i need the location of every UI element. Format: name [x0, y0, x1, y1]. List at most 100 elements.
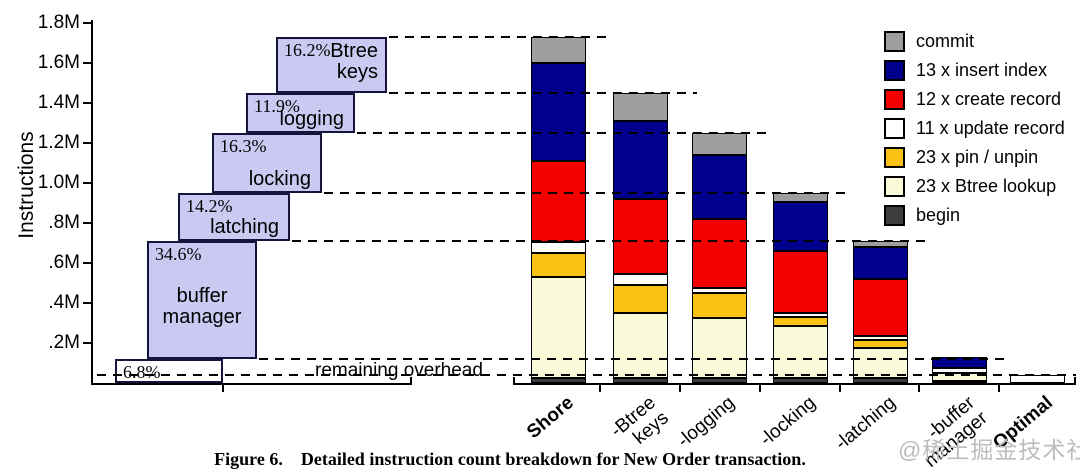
- bar-segment-begin: [613, 378, 668, 383]
- bar-segment--x-pin-unpin: [773, 317, 828, 326]
- bar-segment--x-insert-index: [853, 247, 908, 279]
- legend-label: commit: [916, 31, 974, 51]
- y-tick-label: 1.8M: [37, 12, 80, 33]
- y-axis-tick: [83, 62, 92, 64]
- figure-caption: Figure 6. Detailed instruction count bre…: [214, 449, 806, 469]
- waterfall-pct: 16.2%: [284, 40, 331, 60]
- bar-segment-commit: [853, 241, 908, 248]
- x-axis-tick: [918, 383, 920, 392]
- dashed-gridline: [357, 132, 772, 134]
- bar-segment--x-btree-lookup: [531, 277, 586, 378]
- legend-swatch--x-update-record: [884, 118, 905, 139]
- bar-segment-begin: [932, 381, 987, 383]
- y-axis-tick: [83, 142, 92, 144]
- dashed-gridline: [389, 36, 612, 38]
- legend-label: begin: [916, 205, 961, 225]
- left-baseline: [91, 383, 412, 385]
- y-axis-tick: [83, 182, 92, 184]
- waterfall-box-remaining-overhead: 6.8%: [115, 359, 223, 383]
- waterfall-box-latching: 14.2% latching: [178, 193, 290, 241]
- legend-swatch--x-btree-lookup: [884, 176, 905, 197]
- y-tick-label: .2M: [48, 332, 80, 353]
- waterfall-name: locking: [248, 168, 311, 190]
- bar-segment--x-update-record: [1010, 375, 1065, 383]
- bar-segment--x-update-record: [613, 274, 668, 285]
- y-axis-tick: [83, 262, 92, 264]
- y-tick-label: 1.4M: [37, 92, 80, 113]
- legend-swatch-begin: [884, 205, 905, 226]
- dashed-gridline: [97, 374, 1076, 376]
- bar-segment--x-insert-index: [932, 357, 987, 368]
- waterfall-box-locking: 16.3% locking: [212, 133, 322, 193]
- waterfall-pct: 14.2%: [186, 196, 233, 216]
- bar-segment--x-update-record: [531, 242, 586, 253]
- bar-segment--x-create-record: [613, 199, 668, 274]
- watermark: @稀土掘金技术社区: [898, 437, 1080, 463]
- bar-segment--x-insert-index: [692, 155, 747, 219]
- y-tick-label: .8M: [48, 212, 80, 233]
- x-axis-tick: [839, 383, 841, 392]
- y-axis-line: [91, 20, 93, 385]
- dashed-gridline: [389, 92, 697, 94]
- waterfall-name: latching: [210, 216, 279, 238]
- y-tick-label: .4M: [48, 292, 80, 313]
- waterfall-box-Btree-keys: 16.2% Btree keys: [276, 37, 387, 93]
- y-axis-tick: [83, 342, 92, 344]
- dashed-gridline: [292, 240, 930, 242]
- bar-segment--x-insert-index: [531, 63, 586, 161]
- bar-segment--x-pin-unpin: [692, 293, 747, 318]
- bar-segment--x-update-record: [853, 335, 908, 340]
- bar-segment--x-create-record: [853, 279, 908, 336]
- legend-swatch-commit: [884, 31, 905, 52]
- bar-segment-begin: [531, 378, 586, 383]
- bar-segment-commit: [773, 193, 828, 202]
- right-baseline: [513, 383, 1076, 385]
- legend-swatch--x-pin-unpin: [884, 147, 905, 168]
- bar-segment--x-insert-index: [773, 202, 828, 251]
- y-tick-label: 1.6M: [37, 52, 80, 73]
- x-axis-tick: [759, 383, 761, 392]
- x-axis-tick: [599, 383, 601, 392]
- y-tick-label: 1.0M: [37, 172, 80, 193]
- waterfall-name: Btree keys: [330, 40, 378, 83]
- left-baseline-tick: [222, 383, 224, 392]
- bar-segment--x-btree-lookup: [613, 313, 668, 378]
- y-tick-label: 1.2M: [37, 132, 80, 153]
- bar-segment--x-btree-lookup: [932, 373, 987, 382]
- dashed-gridline: [259, 358, 1008, 360]
- bar-segment--x-pin-unpin: [853, 340, 908, 348]
- legend-label: 12 x create record: [916, 89, 1062, 109]
- waterfall-pct: 34.6%: [155, 244, 202, 264]
- y-axis-tick: [83, 22, 92, 24]
- y-axis-tick: [83, 302, 92, 304]
- y-axis-tick: [83, 222, 92, 224]
- legend-swatch--x-insert-index: [884, 60, 905, 81]
- bar-segment--x-btree-lookup: [692, 318, 747, 378]
- bar-segment-commit: [613, 93, 668, 121]
- bar-segment-commit: [531, 37, 586, 63]
- bar-segment--x-btree-lookup: [853, 348, 908, 378]
- legend-swatch--x-create-record: [884, 89, 905, 110]
- waterfall-pct: 11.9%: [254, 96, 300, 116]
- bar-segment-begin: [773, 378, 828, 383]
- bar-segment--x-create-record: [773, 251, 828, 313]
- waterfall-name: buffer manager: [162, 285, 242, 329]
- x-axis-tick: [998, 383, 1000, 392]
- waterfall-box-buffer-manager: 34.6% buffer manager: [147, 241, 257, 359]
- bar-segment--x-btree-lookup: [773, 326, 828, 378]
- legend-label: 11 x update record: [916, 118, 1065, 138]
- waterfall-name: logging: [279, 108, 344, 130]
- bar-segment--x-create-record: [692, 219, 747, 288]
- remaining-overhead-label: remaining overhead: [315, 360, 483, 381]
- bar-segment--x-pin-unpin: [531, 253, 586, 277]
- waterfall-pct: 16.3%: [220, 136, 267, 156]
- legend-label: 13 x insert index: [916, 60, 1048, 80]
- bar-segment--x-update-record: [692, 288, 747, 293]
- bar-segment--x-update-record: [932, 368, 987, 373]
- bar-segment--x-create-record: [531, 161, 586, 242]
- dashed-gridline: [324, 192, 852, 194]
- y-axis-tick: [83, 102, 92, 104]
- waterfall-pct: 6.8%: [123, 362, 161, 382]
